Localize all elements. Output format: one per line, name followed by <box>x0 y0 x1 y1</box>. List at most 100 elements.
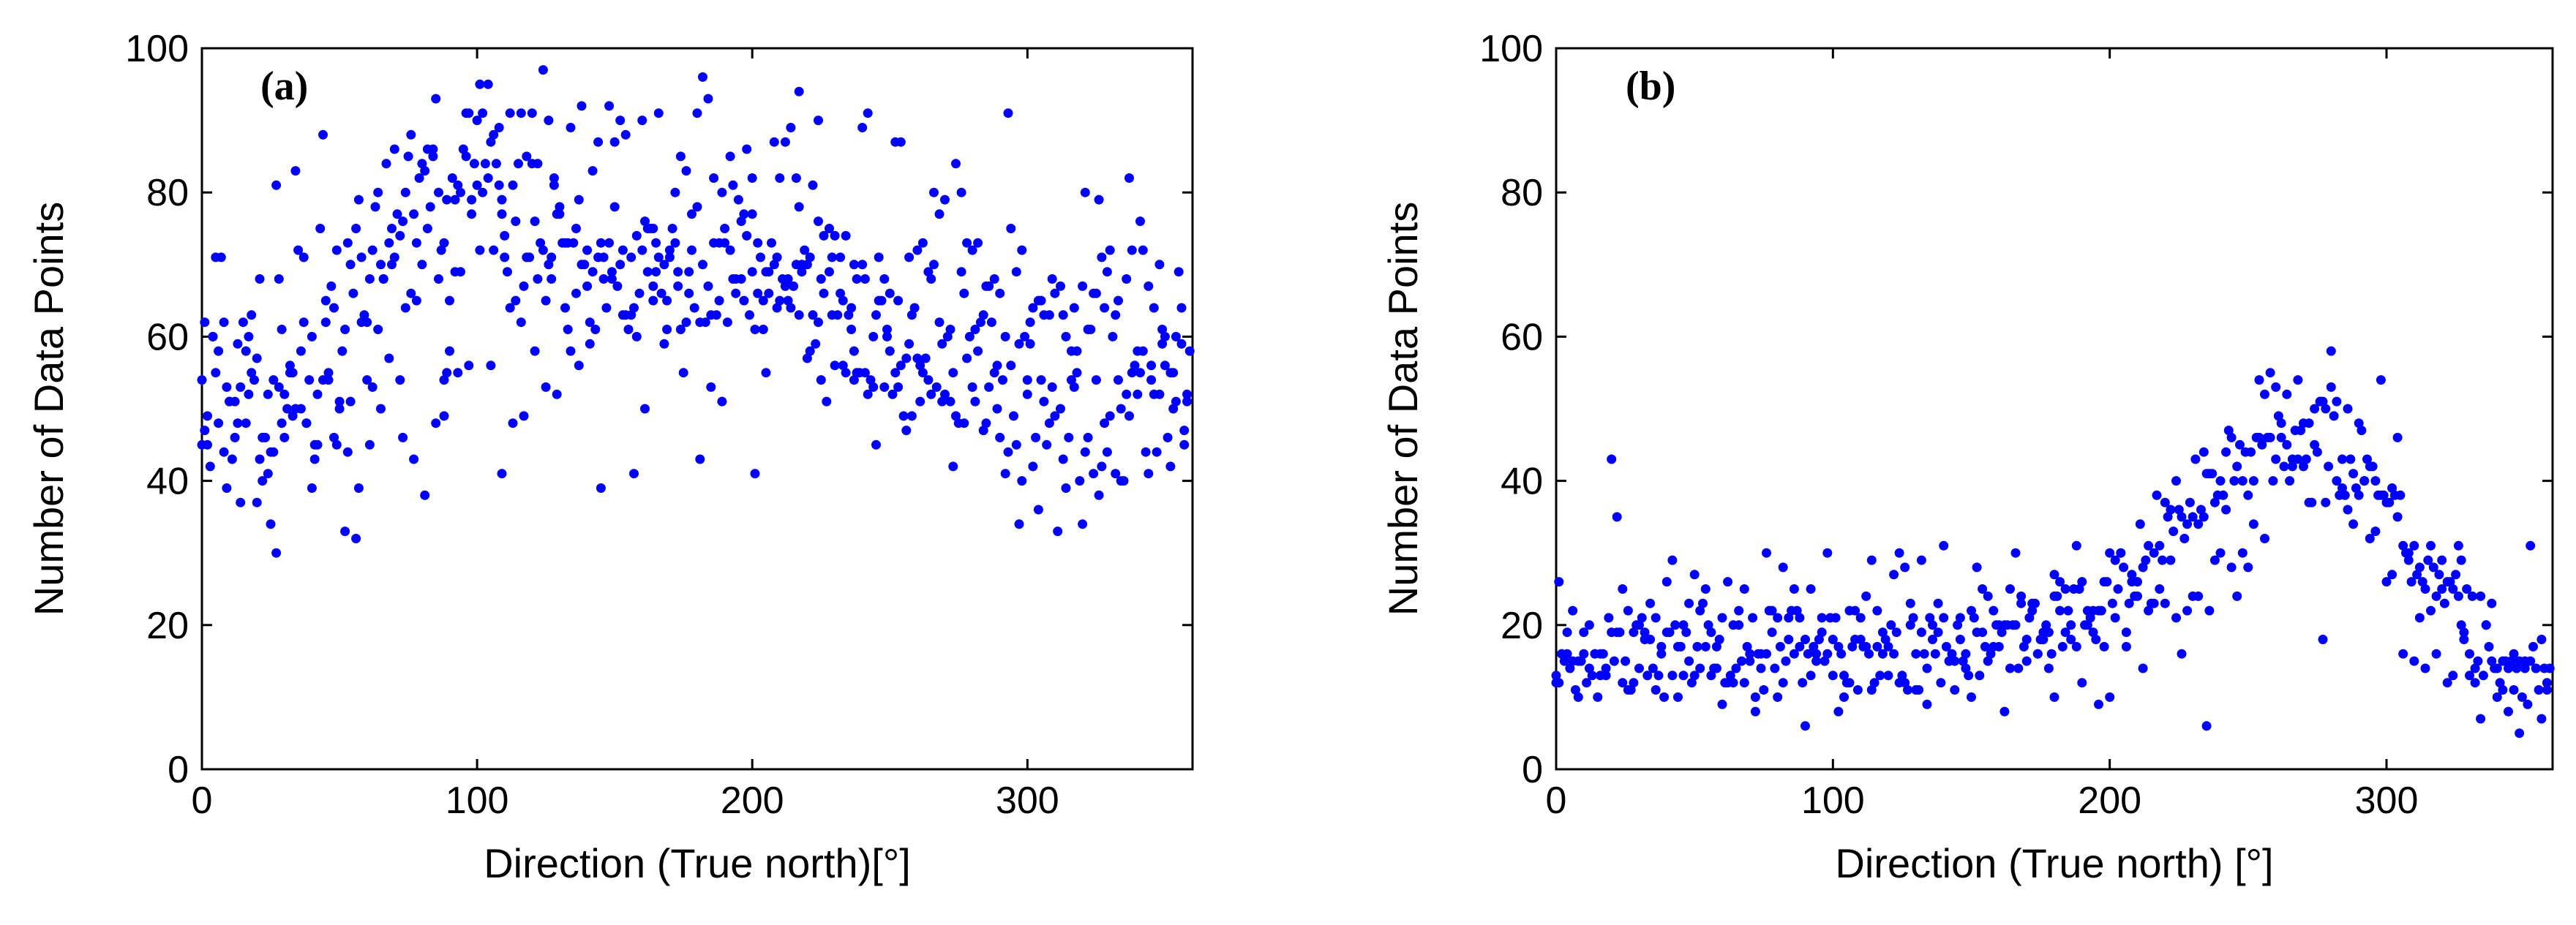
data-point <box>923 375 934 385</box>
data-point <box>1775 641 1785 652</box>
data-point <box>929 187 939 197</box>
data-point <box>2392 512 2403 522</box>
data-point <box>255 274 265 284</box>
data-point <box>1811 656 1822 666</box>
data-point <box>1734 605 1744 616</box>
data-point <box>984 382 994 392</box>
data-point <box>998 375 1007 385</box>
data-point <box>970 325 980 334</box>
data-point <box>1941 641 1951 652</box>
data-point <box>431 94 441 104</box>
data-point <box>1817 613 1827 623</box>
data-point <box>2351 483 2361 493</box>
data-point <box>323 368 334 378</box>
data-point <box>1146 375 1157 385</box>
data-point <box>298 317 309 328</box>
data-point <box>2378 490 2389 500</box>
data-point <box>345 260 356 270</box>
data-point <box>973 346 983 356</box>
data-point <box>571 224 581 233</box>
data-point <box>367 245 378 255</box>
data-point <box>2193 519 2204 529</box>
data-point <box>736 216 746 227</box>
data-point <box>917 238 928 248</box>
data-point <box>995 288 1005 298</box>
data-point <box>1017 476 1027 486</box>
data-point <box>555 202 565 212</box>
data-point <box>631 230 642 241</box>
data-point <box>747 173 757 183</box>
data-point <box>816 375 826 385</box>
data-point <box>1997 627 2007 638</box>
data-point <box>733 195 743 205</box>
data-point <box>1698 598 1708 608</box>
data-point <box>780 137 790 147</box>
data-point <box>2343 404 2353 414</box>
data-point <box>852 368 862 378</box>
data-point <box>857 123 868 132</box>
x-tick-label: 0 <box>192 779 213 822</box>
data-point <box>802 353 812 363</box>
data-point <box>2105 548 2115 558</box>
data-point <box>2271 454 2281 464</box>
data-point <box>1114 295 1123 306</box>
data-point <box>2243 562 2253 573</box>
data-point <box>428 151 438 162</box>
data-point <box>895 360 906 371</box>
data-point <box>1097 252 1107 263</box>
data-point <box>1058 310 1068 320</box>
data-point <box>1036 295 1046 306</box>
data-point <box>1618 584 1628 594</box>
data-point <box>351 224 361 233</box>
data-point <box>2226 432 2237 442</box>
data-point <box>530 216 540 227</box>
data-point <box>2019 641 2029 652</box>
x-tick-label: 300 <box>2355 779 2419 822</box>
data-point <box>544 116 554 126</box>
data-point <box>1664 627 1675 638</box>
data-point <box>480 159 490 169</box>
data-point <box>841 368 851 378</box>
data-point <box>874 295 884 306</box>
data-point <box>1182 389 1192 399</box>
data-point <box>2149 548 2159 558</box>
data-point <box>1784 613 1794 623</box>
data-point <box>442 368 452 378</box>
data-point <box>808 180 818 190</box>
data-point <box>1872 641 1882 652</box>
data-point <box>626 252 637 263</box>
data-point <box>2049 570 2059 580</box>
data-point <box>2196 505 2206 515</box>
data-point <box>758 325 768 334</box>
data-point <box>689 303 699 313</box>
data-point <box>541 295 551 306</box>
data-point <box>2005 663 2015 673</box>
data-point <box>1847 641 1858 652</box>
data-point <box>1006 224 1016 233</box>
data-point <box>915 396 925 407</box>
data-point <box>761 368 771 378</box>
data-point <box>1623 605 1633 616</box>
data-point <box>472 116 482 126</box>
data-point <box>500 252 510 263</box>
data-point <box>725 245 735 255</box>
data-point <box>1861 641 1871 652</box>
data-point <box>1651 613 1661 623</box>
data-point <box>1100 418 1110 428</box>
data-point <box>249 375 259 385</box>
data-point <box>2010 620 2021 630</box>
data-point <box>364 439 375 450</box>
data-point <box>2370 476 2381 486</box>
data-point <box>568 238 579 248</box>
data-point <box>700 317 710 328</box>
data-point <box>2459 635 2469 644</box>
data-point <box>1573 692 1583 702</box>
data-point <box>1789 584 1799 594</box>
data-point <box>1176 303 1187 313</box>
data-point <box>1003 447 1013 457</box>
data-point <box>659 339 669 349</box>
data-point <box>442 195 452 205</box>
data-point <box>786 123 796 132</box>
data-point <box>1695 663 1705 673</box>
data-point <box>420 490 430 500</box>
